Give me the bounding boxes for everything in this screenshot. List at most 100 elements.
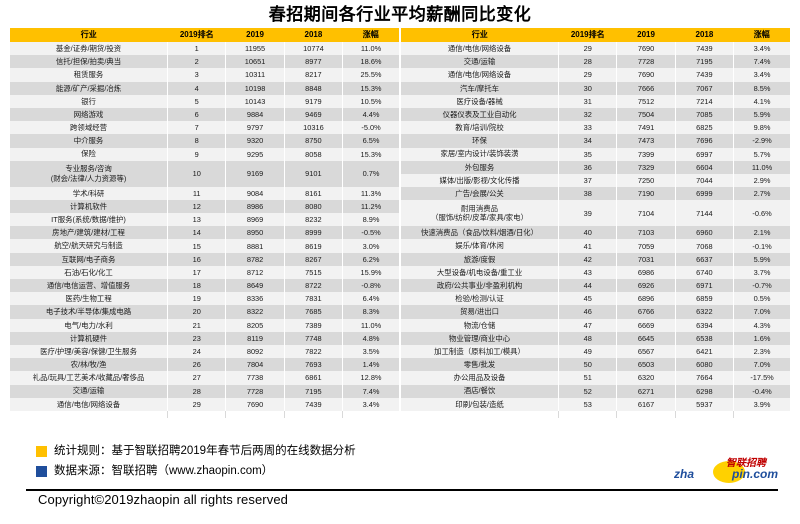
- cell-change: 2.1%: [733, 226, 790, 240]
- cell-2018: 6825: [674, 121, 735, 135]
- cell-rank: 44: [558, 279, 618, 293]
- cell-2018: 9469: [283, 107, 344, 122]
- cell-rank: 48: [558, 331, 618, 345]
- cell-2018: 8161: [283, 186, 344, 200]
- cell-rank: 18: [167, 279, 227, 293]
- footnote-data-source: 数据来源：智联招聘（www.zhaopin.com）: [36, 461, 356, 481]
- cell-2019: 7504: [616, 107, 676, 122]
- cell-change: 11.0%: [342, 318, 399, 332]
- cell-2018: 6971: [674, 279, 735, 293]
- cell-2019: 7059: [616, 239, 676, 253]
- cell-change: 18.6%: [342, 55, 399, 69]
- table-row: 基金/证券/期货/投资 1 11955 10774 11.0%: [10, 42, 399, 56]
- cell-spacer: [674, 410, 735, 418]
- cell-2018: 8977: [283, 55, 344, 69]
- table-row: 物业管理/商业中心 48 6645 6538 1.6%: [401, 331, 790, 345]
- cell-change: -5.0%: [342, 121, 399, 135]
- cell-spacer: [616, 410, 676, 418]
- cell-industry: 中介服务: [10, 134, 169, 148]
- cell-industry: 农/林/牧/渔: [10, 358, 169, 372]
- cell-change: 4.3%: [733, 318, 790, 332]
- table-row: 政府/公共事业/非盈利机构 44 6926 6971 -0.7%: [401, 279, 790, 293]
- footnote-text: 统计规则：基于智联招聘2019年春节后两周的在线数据分析: [54, 445, 356, 457]
- cell-2019: 6271: [616, 384, 676, 398]
- table-row: 互联网/电子商务 16 8782 8267 6.2%: [10, 252, 399, 266]
- cell-rank: 46: [558, 305, 618, 319]
- table-row: 通信/电信/网络设备 29 7690 7439 3.4%: [401, 42, 790, 56]
- cell-industry: 通信/电信/网络设备: [401, 68, 560, 82]
- cell-change: -0.4%: [733, 384, 790, 398]
- cell-industry: 网络游戏: [10, 107, 169, 122]
- table-row: 贸易/进出口 46 6766 6322 7.0%: [401, 305, 790, 319]
- cell-2019: 10651: [225, 55, 285, 69]
- cell-rank: 35: [558, 147, 618, 161]
- cell-2019: 9295: [225, 147, 285, 161]
- cell-industry: 环保: [401, 134, 560, 148]
- cell-change: 12.8%: [342, 371, 399, 385]
- cell-2018: 7515: [283, 265, 344, 279]
- table-row: 办公用品及设备 51 6320 7664 -17.5%: [401, 371, 790, 385]
- cell-2019: 8782: [225, 252, 285, 266]
- table-row: 通信/电信/网络设备 29 7690 7439 3.4%: [401, 68, 790, 82]
- cell-industry: 酒店/餐饮: [401, 384, 560, 398]
- cell-spacer: [225, 410, 285, 418]
- cell-2019: 8969: [225, 213, 285, 227]
- column-header-2019: 2019: [616, 28, 676, 42]
- cell-change: 7.4%: [342, 384, 399, 398]
- cell-2019: 7666: [616, 81, 676, 95]
- cell-industry: 租赁服务: [10, 68, 169, 82]
- cell-rank: 53: [558, 397, 618, 411]
- table-row: 计算机硬件 23 8119 7748 4.8%: [10, 331, 399, 345]
- cell-change: -2.9%: [733, 134, 790, 148]
- table-row: 仪器仪表及工业自动化 32 7504 7085 5.9%: [401, 107, 790, 122]
- cell-change: -0.1%: [733, 239, 790, 253]
- cell-change: 5.7%: [733, 147, 790, 161]
- cell-change: 15.9%: [342, 265, 399, 279]
- cell-rank: 2: [167, 55, 227, 69]
- cell-change: 4.1%: [733, 94, 790, 108]
- cell-2019: 7690: [616, 42, 676, 56]
- cell-change: 0.7%: [342, 160, 399, 187]
- cell-2019: 7728: [616, 55, 676, 69]
- cell-rank: 50: [558, 358, 618, 372]
- cell-2019: 11955: [225, 42, 285, 56]
- column-header-2018: 2018: [284, 28, 343, 42]
- column-header-2019: 2019: [225, 28, 285, 42]
- table-row: 电子技术/半导体/集成电路 20 8322 7685 8.3%: [10, 305, 399, 319]
- table-row-spacer: [10, 410, 399, 418]
- table-row: 交通/运输 28 7728 7195 7.4%: [10, 384, 399, 398]
- cell-change: -17.5%: [733, 371, 790, 385]
- cell-2018: 7439: [283, 397, 344, 411]
- cell-change: 11.2%: [342, 199, 399, 214]
- table-row: 快速消费品（食品/饮料/烟酒/日化） 40 7103 6960 2.1%: [401, 226, 790, 240]
- cell-2018: 6999: [674, 187, 735, 201]
- tables-container: 行业 2019排名 2019 2018 涨幅 基金/证券/期货/投资 1 11955…: [0, 28, 800, 418]
- table-row: 计算机软件 12 8986 8080 11.2%: [10, 199, 399, 214]
- cell-2018: 7389: [283, 318, 344, 332]
- cell-rank: 15: [167, 239, 227, 253]
- cell-2019: 10143: [225, 94, 285, 108]
- zhaopin-logo-icon: zha pin.com 智联招聘: [674, 457, 778, 483]
- cell-industry: 广告/会展/公关: [401, 187, 560, 201]
- table-row: 通信/电信/网络设备 29 7690 7439 3.4%: [10, 397, 399, 411]
- cell-rank: 47: [558, 318, 618, 332]
- footnotes: 统计规则：基于智联招聘2019年春节后两周的在线数据分析 数据来源：智联招聘（w…: [36, 441, 356, 481]
- cell-2019: 7399: [616, 147, 676, 161]
- cell-change: -0.7%: [733, 279, 790, 293]
- cell-2018: 6637: [674, 252, 735, 266]
- cell-2019: 8336: [225, 292, 285, 306]
- cell-industry: 外包服务: [401, 160, 560, 174]
- cell-change: 3.4%: [342, 397, 399, 411]
- cell-2019: 7104: [616, 200, 676, 227]
- cell-rank: 12: [167, 199, 227, 214]
- cell-industry: 交通/运输: [401, 55, 560, 69]
- cell-2019: 8205: [225, 318, 285, 332]
- table-row: 检验/检测/认证 45 6896 6859 0.5%: [401, 292, 790, 306]
- table-row: 中介服务 8 9320 8750 6.5%: [10, 134, 399, 148]
- cell-industry: 医药/生物工程: [10, 292, 169, 306]
- cell-2019: 6320: [616, 371, 676, 385]
- cell-2019: 7804: [225, 358, 285, 372]
- cell-industry: 保险: [10, 147, 169, 161]
- cell-industry: 娱乐/体育/休闲: [401, 239, 560, 253]
- table-row-spacer: [401, 410, 790, 418]
